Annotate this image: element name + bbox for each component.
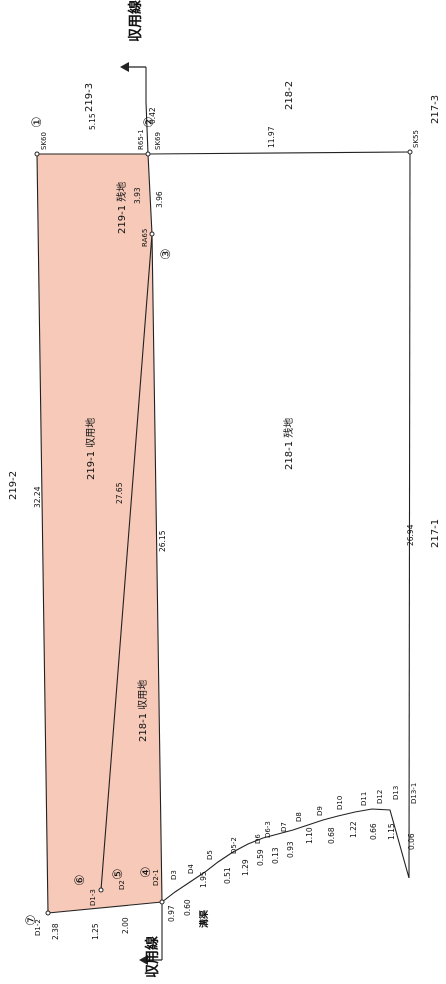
point-number-5: ⑤: [111, 868, 126, 880]
point-code-d4: D4: [187, 864, 195, 874]
distance-2-38: 2.38: [51, 923, 60, 940]
point-markers: [34, 149, 413, 916]
distance-0-66: 0.66: [369, 823, 378, 840]
point-code-d13-1: D13-1: [410, 783, 418, 804]
parcel-219-2: 219-2: [8, 471, 19, 500]
distance-1-25: 1.25: [91, 923, 100, 940]
distance-0-13: 0.13: [271, 847, 280, 864]
point-code-ra65: RA65: [141, 229, 149, 247]
parcel-219-1-expropriated: 219-1 収用地: [84, 418, 97, 480]
point-number-2: ②: [142, 116, 157, 128]
point-code-d5-2: D5-2: [230, 837, 238, 854]
point-code-d6-3: D6-3: [264, 821, 272, 838]
distance-11-97: 11.97: [267, 126, 276, 148]
acquisition-line-label-top: 収用線: [127, 0, 144, 42]
point-code-d11: D11: [360, 792, 368, 806]
point-code-r65-1: R65-1: [137, 129, 145, 150]
acquisition-arrow-bottom: [139, 955, 162, 965]
distance-0-51: 0.51: [223, 867, 232, 884]
point-code-d3: D3: [170, 870, 178, 880]
expropriated-area: [37, 154, 162, 913]
parcel-217-1: 217-1: [430, 519, 441, 548]
point-number-7: ⑦: [24, 914, 39, 926]
distance-5-15: 5.15: [88, 113, 97, 130]
point-code-d12: D12: [376, 790, 384, 804]
point-code-d6: D6: [254, 834, 262, 844]
acquisition-line-label-bottom: 収用線: [144, 936, 161, 978]
parcel-218-2: 218-2: [284, 81, 295, 110]
distance-26-15: 26.15: [158, 530, 167, 552]
point-code-d1-3: D1-3: [89, 889, 97, 906]
distance-0-68: 0.68: [327, 827, 336, 844]
point-code-d2: D2: [118, 880, 126, 890]
point-code-d7: D7: [280, 822, 288, 832]
point-code-d5: D5: [206, 850, 214, 860]
point-code-sk55: SK55: [412, 130, 420, 148]
point-number-6: ⑥: [73, 874, 88, 886]
distance-32-24: 32.24: [33, 486, 42, 508]
point-code-d8: D8: [295, 812, 303, 822]
distance-1-10: 1.10: [305, 827, 314, 844]
distance-0-60: 0.60: [183, 899, 192, 916]
distance-27-65: 27.65: [115, 482, 124, 504]
point-number-3: ③: [159, 248, 174, 260]
point-code-d1-2: D1-2: [34, 919, 42, 936]
point-code-sk60: SK60: [40, 132, 48, 150]
boundary-lines: [36, 67, 411, 960]
point-code-d13: D13: [392, 786, 400, 800]
distance-0-93: 0.93: [286, 841, 295, 858]
point-code-d10: D10: [336, 796, 344, 810]
distance-0-97: 0.97: [167, 905, 176, 922]
parcel-217-3: 217-3: [430, 95, 441, 124]
distance-3-96: 3.96: [155, 191, 164, 208]
distance-1-95: 1.95: [199, 871, 208, 888]
distance-0-42: 0.42: [148, 107, 157, 124]
acquisition-arrow-top: [120, 62, 146, 72]
parcel-218-1-expropriated: 218-1 収用地: [136, 680, 149, 742]
ditch-label: 溝渠: [198, 909, 210, 928]
parcel-219-1-remainder: 219-1 残地: [115, 182, 128, 234]
distance-26-94: 26.94: [406, 524, 415, 546]
distance-2-00: 2.00: [121, 917, 130, 934]
point-code-sk69: SK69: [154, 132, 162, 150]
point-number-1: ①: [30, 116, 45, 128]
distance-1-15: 1.15: [387, 823, 396, 840]
distance-0-59: 0.59: [256, 849, 265, 866]
parcel-218-1-remainder: 218-1 残地: [282, 418, 295, 470]
point-code-d9: D9: [316, 806, 324, 816]
point-number-4: ④: [139, 866, 154, 878]
distance-1-29: 1.29: [241, 859, 250, 876]
point-code-d2-1: D2-1: [152, 869, 160, 886]
distance-3-93: 3.93: [133, 187, 142, 204]
distance-1-22: 1.22: [349, 821, 358, 838]
distance-0-06: 0.06: [407, 833, 416, 850]
parcel-219-3: 219-3: [84, 83, 95, 112]
